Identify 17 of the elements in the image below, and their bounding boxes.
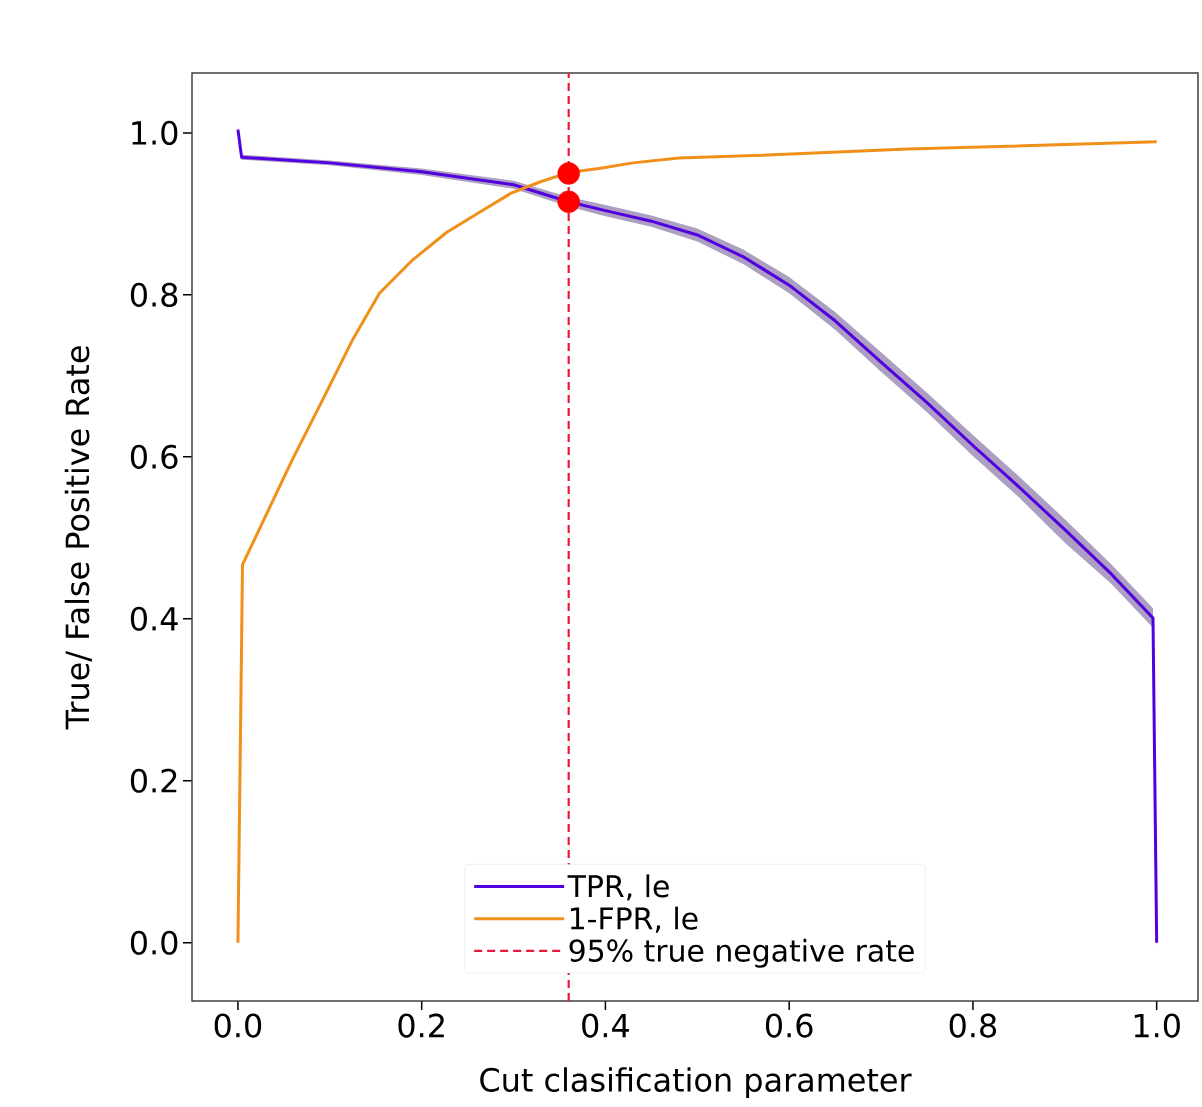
x-tick-label: 0.4 bbox=[582, 1013, 629, 1038]
y-tick-label: 0.6 bbox=[130, 444, 178, 469]
y-tick-label: 0.8 bbox=[130, 282, 178, 307]
x-tick-label: 0.6 bbox=[765, 1013, 813, 1038]
y-tick-label: 0.4 bbox=[130, 606, 178, 631]
legend-label: TPR, le bbox=[567, 874, 669, 901]
legend-label: 1-FPR, le bbox=[570, 906, 698, 933]
x-tick-label: 0.2 bbox=[398, 1013, 444, 1038]
y-tick-label: 1.0 bbox=[132, 120, 178, 145]
y-tick-label: 0.2 bbox=[130, 768, 177, 793]
x-tick-label: 1.0 bbox=[1134, 1013, 1180, 1038]
x-tick-label: 0.0 bbox=[214, 1013, 262, 1038]
x-axis-title: Cut clasification parameter bbox=[480, 1067, 912, 1099]
y-tick-label: 0.0 bbox=[130, 930, 178, 955]
ref-line-label: 95% true negative rate bbox=[569, 938, 914, 968]
x-tick-label: 0.8 bbox=[949, 1013, 997, 1038]
y-axis-title: True/ False Positive Rate bbox=[64, 346, 92, 730]
